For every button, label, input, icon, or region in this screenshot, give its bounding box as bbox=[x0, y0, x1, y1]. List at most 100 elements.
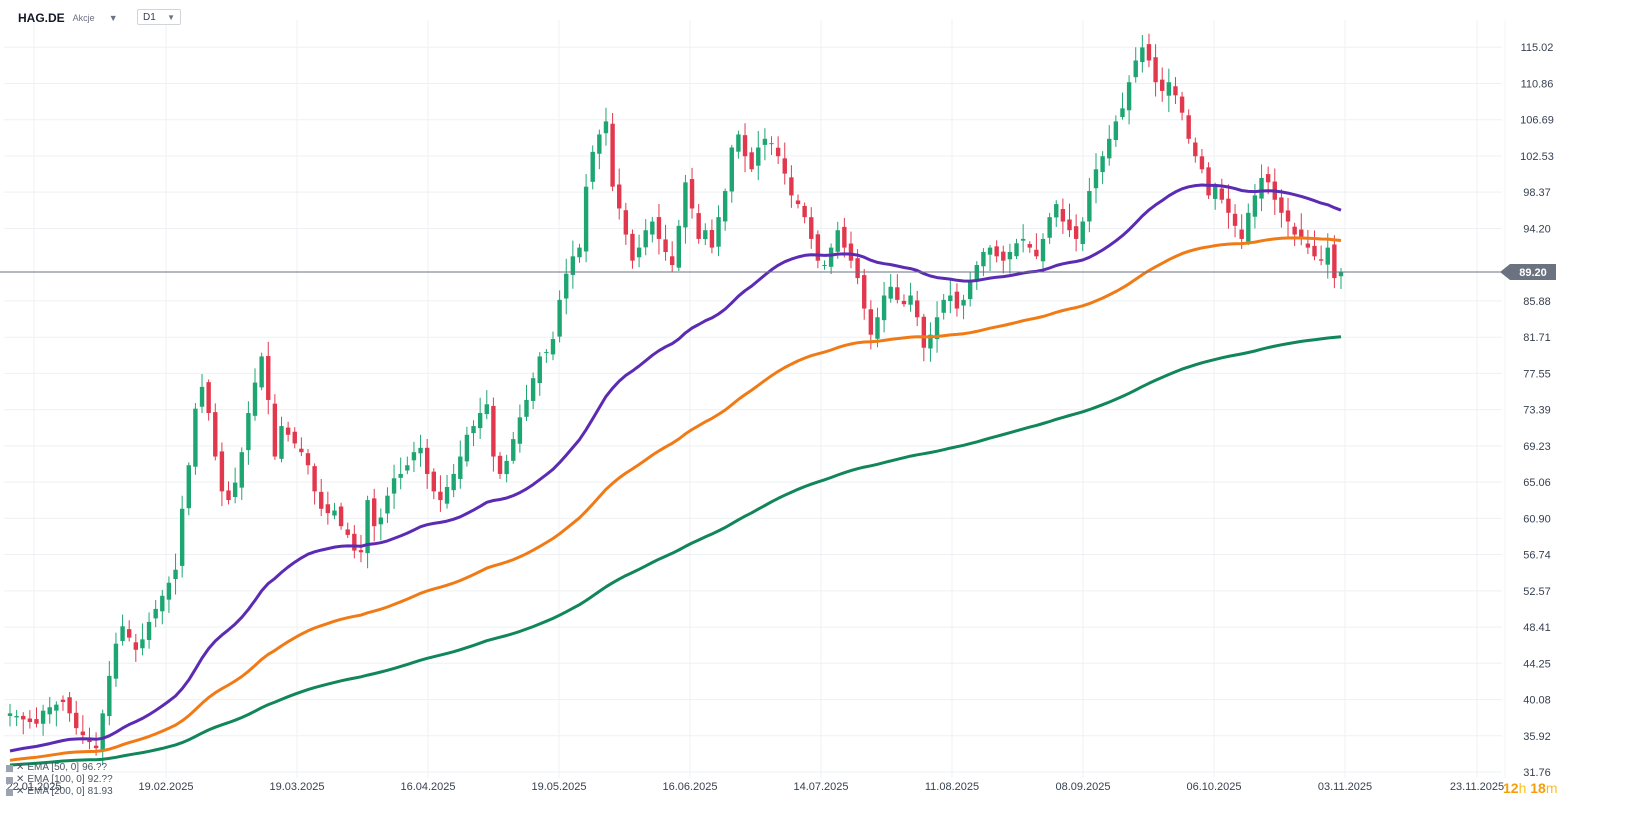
candle bbox=[67, 692, 72, 722]
candle bbox=[524, 384, 529, 421]
timeframe-select[interactable]: D1 ▼ bbox=[137, 9, 181, 25]
candle-body bbox=[511, 439, 516, 461]
candle bbox=[120, 614, 125, 646]
eye-icon[interactable] bbox=[6, 764, 13, 772]
candle-body bbox=[597, 134, 602, 154]
candle-body bbox=[120, 626, 125, 641]
candle bbox=[266, 341, 271, 415]
candle bbox=[511, 431, 516, 464]
candle-body bbox=[1259, 177, 1264, 199]
candle bbox=[146, 612, 152, 649]
candle-body bbox=[7, 713, 13, 716]
x-tick-label: 06.10.2025 bbox=[1186, 781, 1241, 793]
candle-body bbox=[1153, 57, 1158, 83]
y-tick-label: 106.69 bbox=[1520, 115, 1554, 127]
candle bbox=[1093, 153, 1099, 204]
candle-body bbox=[1100, 156, 1105, 173]
candle bbox=[590, 145, 595, 190]
candle-body bbox=[246, 413, 251, 451]
candle bbox=[1212, 182, 1218, 210]
legend-ema-100[interactable]: ✕ EMA [100, 0] 92.?? bbox=[6, 774, 113, 786]
candle bbox=[643, 219, 648, 256]
close-icon[interactable]: ✕ bbox=[16, 786, 25, 797]
candle-body bbox=[795, 200, 801, 205]
candle bbox=[981, 248, 986, 277]
candle-body bbox=[736, 134, 741, 152]
x-tick-label: 22.01.2025 bbox=[6, 781, 61, 793]
candle-body bbox=[67, 697, 72, 714]
candle bbox=[332, 502, 337, 520]
candle-body bbox=[789, 177, 794, 196]
candle bbox=[1126, 75, 1132, 125]
legend-ema-200[interactable]: ✕ EMA [200, 0] 81.93 bbox=[6, 786, 113, 798]
candle-body bbox=[669, 256, 675, 266]
candle bbox=[40, 704, 46, 736]
candle bbox=[650, 216, 655, 243]
candle bbox=[1160, 67, 1165, 102]
candle bbox=[1166, 68, 1172, 113]
candle bbox=[272, 394, 278, 460]
candle-body bbox=[1120, 108, 1125, 117]
candle-body bbox=[617, 184, 622, 209]
candle-body bbox=[941, 299, 946, 313]
candle-body bbox=[981, 251, 986, 267]
axes: 22.01.2025 19.02.2025 19.03.2025 16.04.2025… bbox=[6, 20, 1554, 793]
candle bbox=[1193, 137, 1198, 163]
candle bbox=[537, 352, 542, 396]
candle-body bbox=[411, 452, 417, 461]
symbol-name[interactable]: HAG.DE bbox=[18, 11, 65, 25]
price-tag-shape bbox=[1500, 263, 1556, 280]
candle-body bbox=[299, 448, 304, 453]
candle bbox=[1146, 33, 1152, 68]
candle-body bbox=[173, 569, 178, 580]
candle-body bbox=[636, 247, 642, 258]
candle-body bbox=[610, 123, 615, 187]
symbol-dropdown-icon[interactable]: ▼ bbox=[108, 13, 118, 23]
candle-body bbox=[517, 417, 523, 444]
y-tick-label: 44.25 bbox=[1523, 658, 1551, 670]
candle-body bbox=[934, 317, 940, 340]
candle-body bbox=[835, 230, 840, 252]
candle-body bbox=[1265, 174, 1271, 183]
candle bbox=[292, 427, 297, 449]
candle bbox=[1054, 200, 1059, 227]
candle bbox=[617, 168, 622, 220]
candle bbox=[285, 421, 291, 442]
candle-body bbox=[1299, 229, 1304, 239]
candle-body bbox=[524, 399, 529, 417]
eye-icon[interactable] bbox=[6, 788, 13, 796]
candle bbox=[213, 403, 218, 461]
candle bbox=[312, 463, 317, 505]
close-icon[interactable]: ✕ bbox=[16, 774, 25, 785]
candle-body bbox=[855, 258, 860, 279]
candle-body bbox=[1279, 197, 1284, 213]
candle bbox=[782, 142, 787, 185]
candle-body bbox=[722, 191, 728, 222]
candle-body bbox=[325, 504, 331, 514]
candle bbox=[431, 468, 437, 500]
close-icon[interactable]: ✕ bbox=[16, 762, 25, 773]
eye-icon[interactable] bbox=[6, 776, 13, 784]
candle-body bbox=[140, 639, 145, 649]
candle-body bbox=[497, 455, 503, 474]
legend-value: 92.?? bbox=[87, 774, 113, 785]
candle-body bbox=[1166, 82, 1172, 96]
candle bbox=[729, 144, 734, 203]
candle-body bbox=[464, 434, 470, 462]
candle-body bbox=[729, 147, 734, 192]
candle-body bbox=[285, 427, 291, 435]
candle bbox=[411, 441, 417, 473]
y-tick-label: 94.20 bbox=[1523, 223, 1551, 235]
y-tick-label: 115.02 bbox=[1521, 42, 1554, 54]
candle bbox=[934, 301, 940, 353]
candle bbox=[405, 456, 410, 475]
candle-body bbox=[1318, 259, 1324, 261]
x-tick-label: 19.05.2025 bbox=[531, 781, 586, 793]
candle-body bbox=[676, 225, 682, 268]
legend-ema-50[interactable]: ✕ EMA [50, 0] 96.?? bbox=[6, 762, 113, 774]
candle-body bbox=[385, 495, 390, 514]
candle-body bbox=[193, 408, 198, 467]
candle-body bbox=[1206, 167, 1211, 196]
candle bbox=[385, 487, 390, 523]
